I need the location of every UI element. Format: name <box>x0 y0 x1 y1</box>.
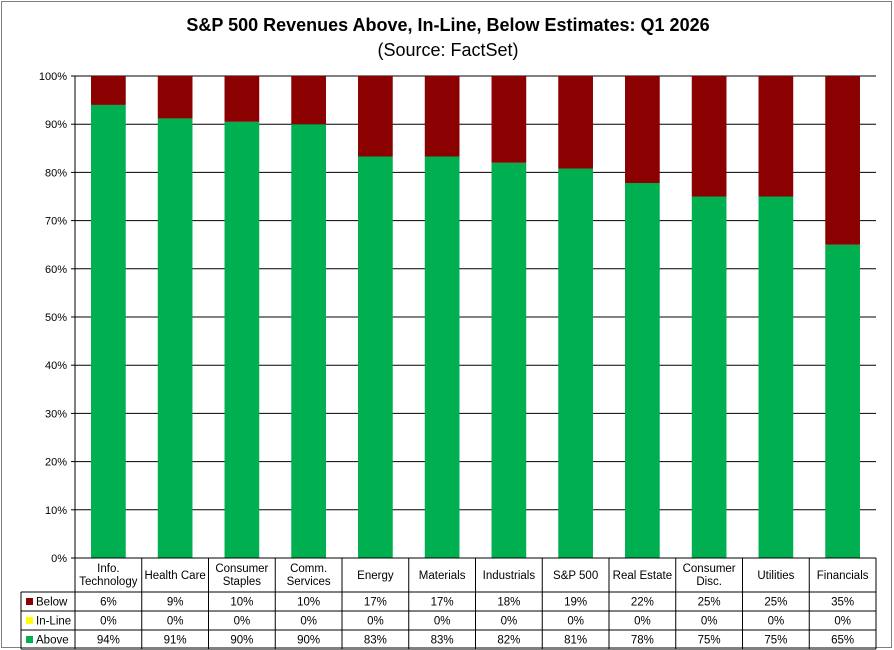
category-label: Staples <box>223 576 262 588</box>
data-label: 0% <box>300 616 317 628</box>
category-label: Consumer <box>215 563 268 575</box>
legend-label: Above <box>36 635 69 647</box>
y-tick-label: 0% <box>51 553 67 565</box>
data-label: 75% <box>764 635 787 647</box>
y-tick-label: 80% <box>45 167 67 179</box>
y-tick-label: 70% <box>45 216 67 228</box>
bar-above <box>91 104 126 559</box>
data-label: 6% <box>100 597 117 609</box>
data-label: 81% <box>564 635 587 647</box>
bar-below <box>224 76 260 122</box>
category-label: Real Estate <box>613 570 672 582</box>
legend-key-above <box>26 636 33 643</box>
data-label: 82% <box>497 635 520 647</box>
data-label: 9% <box>167 597 184 609</box>
y-tick-label: 60% <box>45 264 67 276</box>
y-tick-label: 10% <box>45 505 67 517</box>
category-label: Disc. <box>696 576 722 588</box>
bar-above <box>825 244 860 558</box>
bar-above <box>691 196 727 558</box>
data-label: 0% <box>634 616 651 628</box>
data-label: 0% <box>167 616 184 628</box>
data-label: 83% <box>431 635 454 647</box>
chart-subtitle: (Source: FactSet) <box>377 40 519 60</box>
data-label: 18% <box>497 597 520 609</box>
y-tick-label: 90% <box>45 119 67 131</box>
bar-below <box>424 76 460 157</box>
y-tick-label: 40% <box>45 360 67 372</box>
category-label: Technology <box>79 576 137 588</box>
category-label: S&P 500 <box>553 570 598 582</box>
y-tick-label: 30% <box>45 408 67 420</box>
data-label: 91% <box>164 635 187 647</box>
data-label: 0% <box>701 616 718 628</box>
bar-above <box>758 196 794 558</box>
data-label: 0% <box>501 616 518 628</box>
bar-above <box>224 121 260 558</box>
data-label: 22% <box>631 597 654 609</box>
chart-title: S&P 500 Revenues Above, In-Line, Below E… <box>186 15 710 35</box>
bar-below <box>825 76 860 245</box>
bar-above <box>491 162 527 558</box>
bar-below <box>691 76 727 197</box>
bar-below <box>491 76 527 163</box>
data-label: 90% <box>230 635 253 647</box>
bar-below <box>157 76 193 119</box>
bar-above <box>558 168 593 558</box>
data-label: 65% <box>831 635 854 647</box>
category-label: Industrials <box>483 570 536 582</box>
bar-below <box>358 76 393 157</box>
bar-above <box>625 183 660 558</box>
bar-below <box>291 76 326 125</box>
data-label: 0% <box>834 616 851 628</box>
bar-below <box>625 76 660 184</box>
bar-above <box>291 124 326 558</box>
bar-below <box>91 76 126 105</box>
data-label: 0% <box>567 616 584 628</box>
y-tick-label: 50% <box>45 312 67 324</box>
bar-above <box>358 156 393 558</box>
category-label: Health Care <box>144 570 205 582</box>
data-label: 35% <box>831 597 854 609</box>
category-label: Financials <box>817 570 869 582</box>
data-label: 17% <box>364 597 387 609</box>
bar-above <box>157 118 193 558</box>
data-label: 83% <box>364 635 387 647</box>
data-label: 0% <box>367 616 384 628</box>
data-label: 10% <box>297 597 320 609</box>
legend-label: In-Line <box>36 616 71 628</box>
data-label: 0% <box>768 616 785 628</box>
category-label: Utilities <box>757 570 794 582</box>
category-label: Services <box>287 576 331 588</box>
legend-key-in-line <box>26 617 33 624</box>
bar-above <box>424 156 460 558</box>
y-tick-label: 100% <box>39 71 67 83</box>
data-label: 0% <box>234 616 251 628</box>
category-label: Materials <box>419 570 466 582</box>
data-label: 10% <box>230 597 253 609</box>
bar-below <box>558 76 593 169</box>
category-label: Energy <box>357 570 394 582</box>
category-label: Comm. <box>290 563 327 575</box>
data-label: 78% <box>631 635 654 647</box>
y-tick-label: 20% <box>45 457 67 469</box>
category-label: Consumer <box>683 563 736 575</box>
data-label: 0% <box>434 616 451 628</box>
category-label: Info. <box>97 563 119 575</box>
data-label: 75% <box>698 635 721 647</box>
data-label: 17% <box>431 597 454 609</box>
data-label: 25% <box>764 597 787 609</box>
data-label: 25% <box>698 597 721 609</box>
legend-key-below <box>26 598 33 605</box>
data-label: 0% <box>100 616 117 628</box>
data-label: 94% <box>97 635 120 647</box>
data-label: 90% <box>297 635 320 647</box>
data-label: 19% <box>564 597 587 609</box>
legend-label: Below <box>36 597 68 609</box>
bar-below <box>758 76 794 197</box>
